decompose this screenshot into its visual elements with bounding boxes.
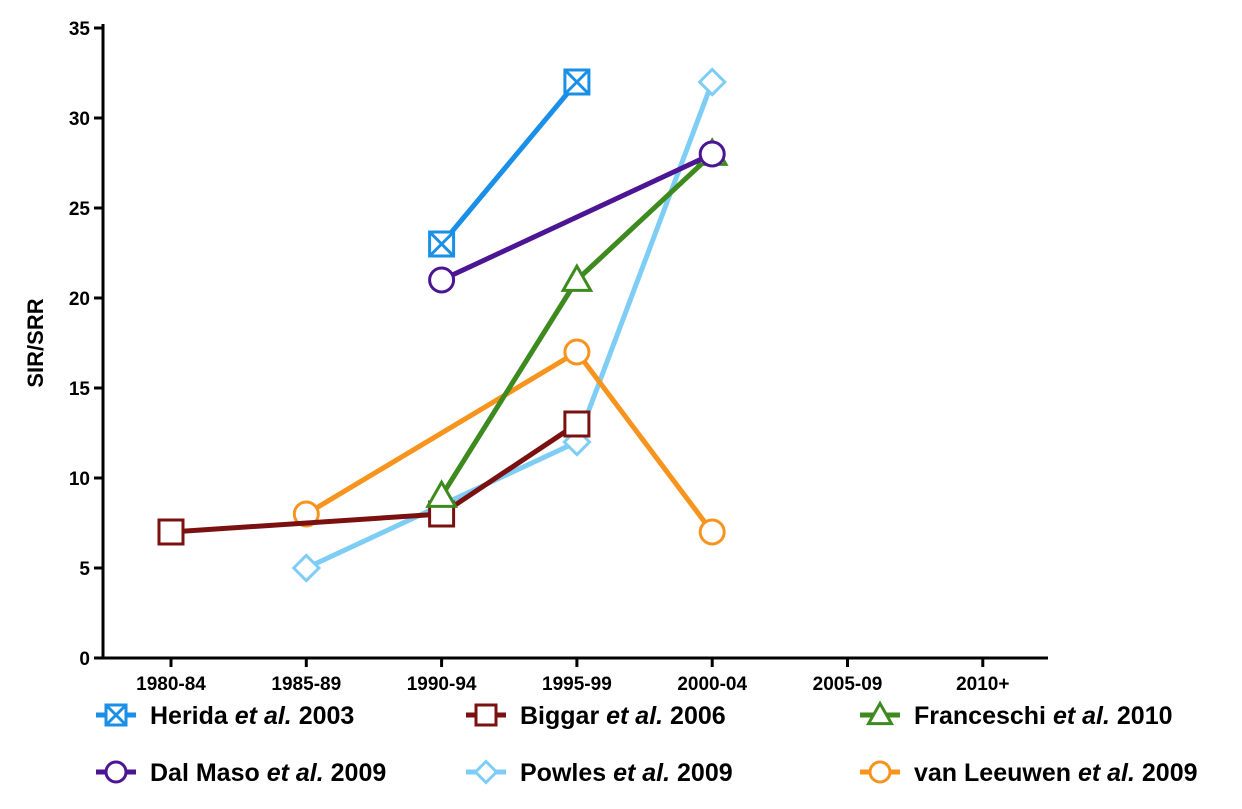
x-tick-label-1980-84: 1980-84 [136, 674, 206, 695]
legend-label-dal-maso: Dal Maso et al. 2009 [150, 759, 386, 787]
legend-label-franceschi: Franceschi et al. 2010 [914, 702, 1173, 730]
point-van-leeuwen-1995-99 [563, 338, 591, 366]
series-line-dal-maso [439, 151, 715, 283]
legend-marker-biggar [474, 703, 498, 727]
series-layer [157, 67, 729, 583]
y-tick-label-15: 15 [69, 379, 91, 400]
legend-label-powles: Powles et al. 2009 [520, 759, 733, 787]
point-van-leeuwen-2000-04 [698, 518, 726, 546]
legend-entry-powles: Powles et al. 2009 [466, 759, 733, 787]
point-herida-1995-99-cross [563, 68, 590, 96]
y-tick-label-20: 20 [69, 289, 90, 310]
legend-entry-dal-maso: Dal Maso et al. 2009 [96, 759, 386, 787]
y-tick-label-5: 5 [79, 559, 90, 580]
point-dal-maso-2000-04 [698, 140, 726, 168]
y-tick-label-0: 0 [79, 649, 90, 670]
y-tick-label-35: 35 [69, 19, 91, 40]
x-tick-label-1985-89: 1985-89 [271, 674, 341, 695]
x-tick-label-1995-99: 1995-99 [542, 674, 612, 695]
series-van-leeuwen [292, 338, 726, 546]
legend-marker-van-leeuwen [868, 760, 892, 784]
point-herida-1990-94-cross [428, 230, 455, 258]
point-powles-1985-89 [291, 553, 322, 583]
point-franceschi-1995-99 [560, 263, 594, 292]
series-line-van-leeuwen [303, 349, 715, 535]
legend-label-biggar: Biggar et al. 2006 [520, 702, 726, 730]
legend-entry-herida: Herida et al. 2003 [96, 702, 354, 730]
legend-label-van-leeuwen: van Leeuwen et al. 2009 [914, 759, 1198, 787]
legend-entry-biggar: Biggar et al. 2006 [466, 702, 726, 730]
y-tick-label-25: 25 [69, 199, 91, 220]
x-tick-label-2000-04: 2000-04 [677, 674, 747, 695]
legend-entry-van-leeuwen: van Leeuwen et al. 2009 [860, 759, 1198, 787]
legend: Herida et al. 2003 Biggar et al. 2006 Fran… [96, 700, 1198, 787]
series-biggar [157, 410, 591, 546]
legend-marker-dal-maso [104, 760, 128, 784]
series-line-biggar [168, 421, 580, 535]
legend-entry-franceschi: Franceschi et al. 2010 [860, 700, 1173, 730]
legend-marker-franceschi [865, 700, 895, 726]
point-powles-2000-04 [697, 67, 727, 97]
point-franceschi-1990-94 [425, 479, 458, 508]
legend-marker-powles [473, 759, 499, 785]
series-dal-maso [428, 140, 726, 294]
y-tick-label-10: 10 [69, 469, 90, 490]
point-van-leeuwen-1985-89 [292, 500, 320, 528]
point-biggar-1980-84 [157, 518, 185, 546]
axes: 0 5 10 15 20 25 30 35 1980-84 1985-89 1990-94 1995-… [23, 19, 1048, 695]
series-line-powles [303, 79, 715, 571]
point-dal-maso-1990-94 [428, 266, 456, 294]
point-biggar-1995-99 [563, 410, 591, 438]
series-line-herida [439, 79, 580, 247]
x-tick-label-1990-94: 1990-94 [407, 674, 477, 695]
series-powles [291, 67, 727, 583]
legend-label-herida: Herida et al. 2003 [150, 702, 354, 730]
x-tick-label-2005-09: 2005-09 [813, 674, 883, 695]
x-tick-label-2010: 2010+ [956, 674, 1009, 695]
y-axis-title: SIR/SRR [23, 298, 48, 387]
y-tick-label-30: 30 [69, 109, 90, 130]
legend-marker-herida-cross [104, 703, 128, 727]
series-herida [428, 68, 591, 258]
